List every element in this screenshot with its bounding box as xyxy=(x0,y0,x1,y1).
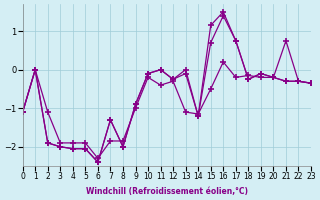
X-axis label: Windchill (Refroidissement éolien,°C): Windchill (Refroidissement éolien,°C) xyxy=(86,187,248,196)
